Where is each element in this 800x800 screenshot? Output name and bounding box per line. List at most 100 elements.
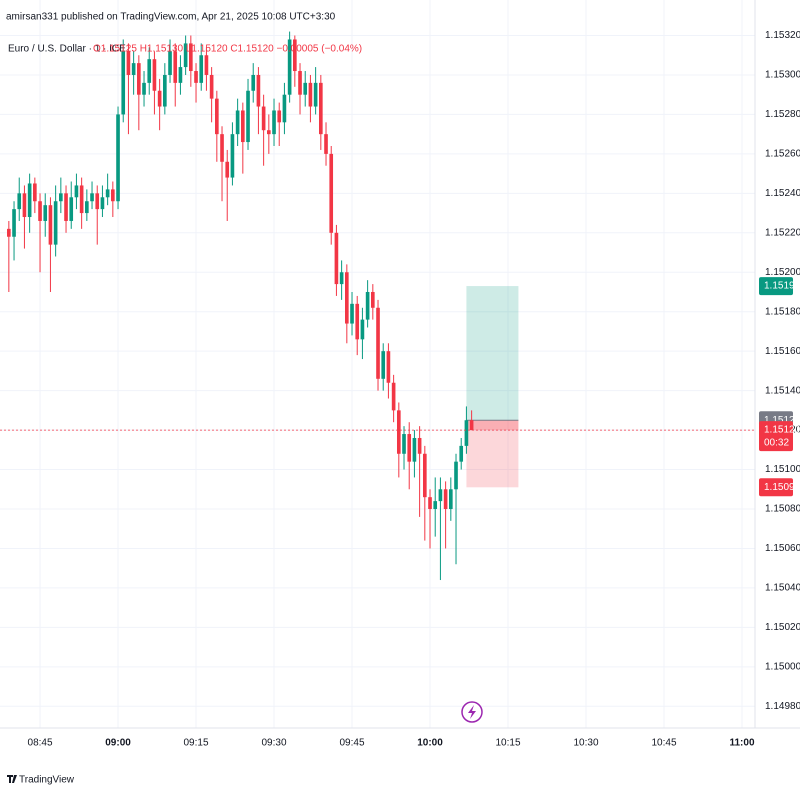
candle-body [448, 489, 453, 510]
candle-body [256, 74, 261, 107]
candle-body [53, 201, 58, 245]
candle-body [241, 110, 245, 143]
candle-body [298, 71, 302, 95]
y-tick-label: 1.15080 [765, 504, 800, 515]
y-tick-label: 1.15160 [765, 346, 800, 357]
candle-body [100, 197, 105, 210]
stop-price-label: 1.15091 [764, 482, 800, 493]
y-tick-label: 1.15040 [765, 583, 800, 594]
y-tick-label: 1.15300 [765, 70, 800, 81]
candle-body [267, 130, 271, 135]
candle-body [17, 193, 22, 210]
candle-body [303, 82, 308, 95]
ohlc-legend: O1.15125 H1.15130 L1.15120 C1.15120 −0.0… [93, 44, 362, 55]
candle-body [38, 201, 42, 221]
candle-body [293, 39, 297, 72]
x-tick-label: 09:00 [105, 738, 131, 749]
candle-body [7, 228, 11, 237]
candle-body [339, 272, 344, 285]
y-tick-label: 1.15240 [765, 188, 800, 199]
candle-body [396, 410, 401, 454]
candle-body [131, 63, 136, 75]
y-tick-label: 1.15220 [765, 227, 800, 238]
candle-body [412, 437, 417, 462]
entry-price-label: 1.15125 [764, 415, 800, 426]
candle-body [251, 74, 256, 91]
x-tick-label: 10:15 [495, 738, 520, 749]
candle-body [334, 232, 339, 285]
candle-body [402, 434, 406, 454]
candle-body [220, 134, 224, 162]
candle-body [319, 82, 323, 135]
y-tick-label: 1.14980 [765, 701, 800, 712]
candle-body [360, 319, 365, 340]
candle-body [199, 55, 204, 83]
x-tick-label: 10:45 [651, 738, 676, 749]
candle-body [105, 189, 110, 198]
x-tick-label: 10:00 [417, 738, 443, 749]
candle-body [225, 161, 230, 178]
candle-body [324, 134, 328, 154]
candle-body [126, 51, 131, 75]
y-tick-label: 1.15280 [765, 109, 800, 120]
candle-body [272, 110, 276, 135]
candle-body [443, 489, 448, 510]
candle-body [277, 110, 282, 123]
candle-body [438, 489, 443, 502]
y-tick-label: 1.15320 [765, 30, 800, 41]
y-tick-label: 1.15020 [765, 622, 800, 633]
candle-body [142, 82, 146, 95]
candle-body [371, 291, 375, 308]
candle-body [246, 90, 250, 143]
symbol-name: Euro / U.S. Dollar · 1 · ICE [8, 44, 126, 55]
y-tick-label: 1.15140 [765, 385, 800, 396]
x-tick-label: 08:45 [28, 738, 53, 749]
candle-body [433, 501, 438, 510]
candle-body [287, 39, 292, 95]
candle-body [345, 272, 349, 324]
candle-body [381, 351, 386, 379]
y-tick-label: 1.15200 [765, 267, 800, 278]
candle-body [33, 183, 37, 202]
candle-body [261, 106, 266, 131]
candle-body [428, 497, 432, 510]
last-price-label: 1.15120 [764, 425, 800, 436]
y-tick-label: 1.15180 [765, 306, 800, 317]
candle-body [74, 185, 79, 198]
candle-body [355, 303, 360, 340]
candle-body [422, 453, 427, 498]
y-tick-label: 1.15000 [765, 661, 800, 672]
candle-body [12, 209, 16, 237]
candle-body [90, 193, 94, 202]
candle-body [350, 303, 354, 324]
candle-body [189, 43, 193, 72]
candle-body [152, 59, 157, 91]
candle-body [417, 437, 422, 454]
candle-body [173, 51, 178, 83]
candle-body [111, 189, 115, 202]
event-icon-bolt [468, 705, 476, 719]
plot-area [0, 0, 755, 728]
candle-body [22, 193, 27, 218]
last-price-box [759, 421, 793, 452]
candle-body [183, 43, 188, 68]
target-price-label: 1.15193 [764, 281, 800, 292]
candle-body [454, 461, 458, 490]
candle-body [178, 67, 183, 83]
x-tick-label: 11:00 [729, 738, 754, 749]
candle-body [64, 193, 68, 221]
y-tick-label: 1.15100 [765, 464, 800, 475]
candle-body [85, 201, 89, 214]
candle-body [391, 382, 396, 411]
candle-body [204, 55, 209, 75]
x-tick-label: 09:15 [184, 738, 209, 749]
candle-body [215, 98, 219, 135]
candle-body [48, 205, 53, 245]
open-loss-zone [466, 420, 519, 431]
publisher-note: amirsan331 published on TradingView.com,… [6, 12, 336, 23]
brand-name: TradingView [19, 775, 75, 786]
candle-body [121, 51, 126, 115]
target-zone [466, 286, 519, 421]
